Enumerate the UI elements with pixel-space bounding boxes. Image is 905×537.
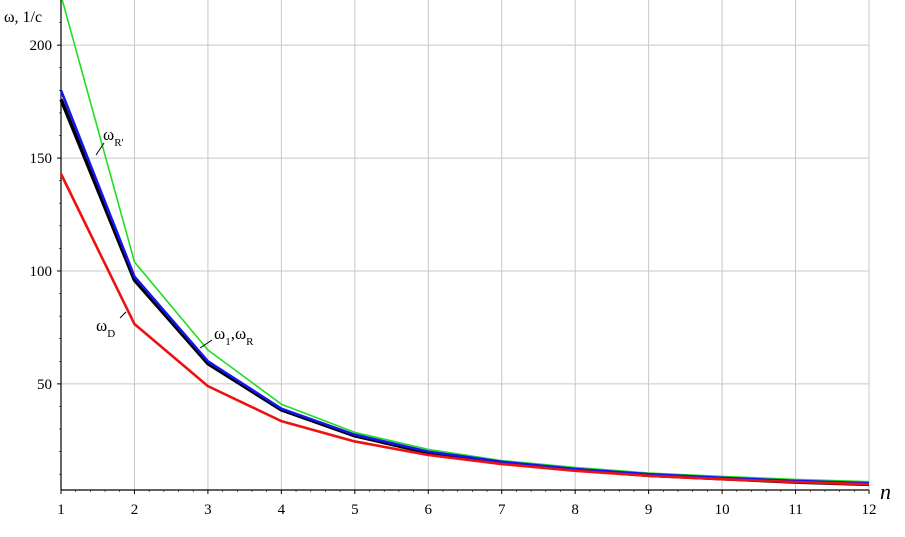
annotation-omega-r-prime: ωR' [103,125,124,149]
x-tick-label: 9 [645,502,653,518]
annotation-leader [119,311,127,319]
x-tick-label: 12 [862,502,877,518]
annotation-omega-d: ωD [96,316,115,340]
x-tick-label: 2 [131,502,139,518]
x-tick-label: 8 [571,502,579,518]
annotation-leader [95,142,105,156]
x-tick-label: 11 [788,502,802,518]
y-axis-title: ω, 1/c [4,9,42,26]
x-tick-label: 1 [57,502,65,518]
axes [57,0,870,494]
series-line [59,89,870,485]
series-lines [59,0,870,487]
y-tick-label: 100 [30,264,53,280]
y-tick-label: 200 [30,38,53,54]
x-tick-label: 4 [278,502,286,518]
y-tick-label: 50 [37,377,52,393]
grid [61,0,870,490]
x-tick-label: 10 [715,502,730,518]
y-tick-label: 150 [30,151,53,167]
annotation-omega-1-r: ω1,ωR [214,324,254,348]
x-tick-label: 7 [498,502,506,518]
x-tick-label: 6 [425,502,433,518]
x-tick-label: 3 [204,502,212,518]
x-axis-title: n [880,479,891,504]
series-line [61,0,870,483]
annotation-leader [199,339,213,349]
series-line [59,98,870,487]
series-line [59,173,870,486]
x-tick-label: 5 [351,502,359,518]
